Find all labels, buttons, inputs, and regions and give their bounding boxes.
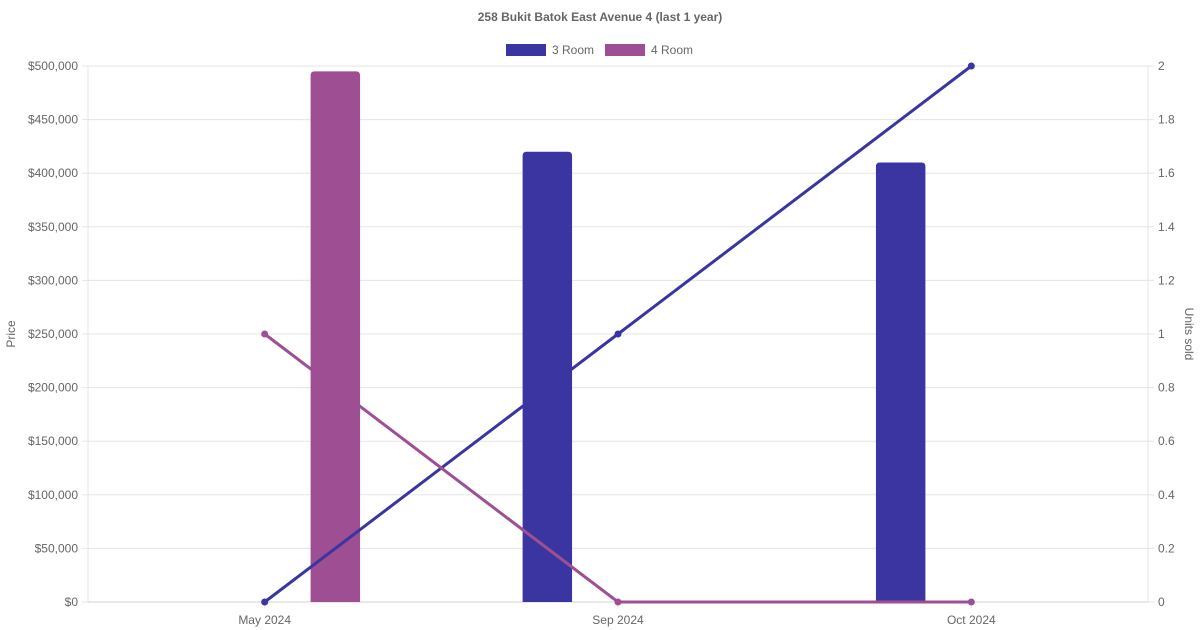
y-tick-label: $350,000 — [28, 220, 78, 234]
bar-4-room-may-2024[interactable] — [310, 71, 361, 603]
point-3-room-oct-2024[interactable] — [967, 62, 975, 70]
x-tick-label-sep-2024: Sep 2024 — [592, 613, 644, 627]
y-axis-left: $0 $50,000 $100,000 $150,000 $200,000 $250,00… — [28, 59, 88, 609]
x-axis: May 2024 Sep 2024 Oct 2024 — [238, 602, 996, 627]
y-axis-title: Price — [4, 320, 18, 348]
point-4-room-oct-2024[interactable] — [967, 598, 975, 606]
chart-title: 258 Bukit Batok East Avenue 4 (last 1 ye… — [478, 10, 723, 24]
y-tick-label: $450,000 — [28, 113, 78, 127]
y2-tick-label: 1.2 — [1158, 273, 1175, 287]
y-tick-label: $200,000 — [28, 381, 78, 395]
point-3-room-may-2024[interactable] — [261, 598, 269, 606]
legend-label-4-room[interactable]: 4 Room — [651, 43, 693, 57]
line-4-room — [263, 332, 972, 604]
y2-tick-label: 1.8 — [1158, 113, 1175, 127]
bar-3-room-sep-2024[interactable] — [522, 151, 573, 602]
y-tick-label: $50,000 — [35, 541, 79, 555]
y2-tick-label: 0 — [1158, 595, 1165, 609]
bar-3-room-oct-2024[interactable] — [875, 162, 926, 603]
y-tick-label: $0 — [65, 595, 79, 609]
y-tick-label: $150,000 — [28, 434, 78, 448]
y2-tick-label: 1.6 — [1158, 166, 1175, 180]
y-axis-right: 0 0.2 0.4 0.6 0.8 1 1.2 1.4 1.6 1.8 2 — [1148, 59, 1175, 609]
y-tick-label: $400,000 — [28, 166, 78, 180]
y2-tick-label: 1.4 — [1158, 220, 1175, 234]
y-tick-label: $500,000 — [28, 59, 78, 73]
y2-tick-label: 0.2 — [1158, 541, 1175, 555]
line-series — [261, 62, 975, 606]
y2-tick-label: 1 — [1158, 327, 1165, 341]
legend-swatch-3-room[interactable] — [506, 44, 546, 56]
y2-tick-label: 0.4 — [1158, 488, 1175, 502]
legend-label-3-room[interactable]: 3 Room — [552, 43, 594, 57]
y-tick-label: $100,000 — [28, 488, 78, 502]
y-tick-label: $250,000 — [28, 327, 78, 341]
legend-swatch-4-room[interactable] — [605, 44, 645, 56]
point-3-room-sep-2024[interactable] — [614, 330, 622, 338]
y-tick-label: $300,000 — [28, 273, 78, 287]
point-4-room-sep-2024[interactable] — [614, 598, 622, 606]
x-tick-label-may-2024: May 2024 — [238, 613, 291, 627]
y2-axis-title: Units sold — [1182, 308, 1196, 361]
y2-tick-label: 0.8 — [1158, 381, 1175, 395]
legend: 3 Room 4 Room — [506, 43, 693, 57]
y2-tick-label: 0.6 — [1158, 434, 1175, 448]
bar-series — [310, 71, 926, 603]
x-tick-label-oct-2024: Oct 2024 — [947, 613, 996, 627]
point-4-room-may-2024[interactable] — [261, 330, 269, 338]
y2-tick-label: 2 — [1158, 59, 1165, 73]
